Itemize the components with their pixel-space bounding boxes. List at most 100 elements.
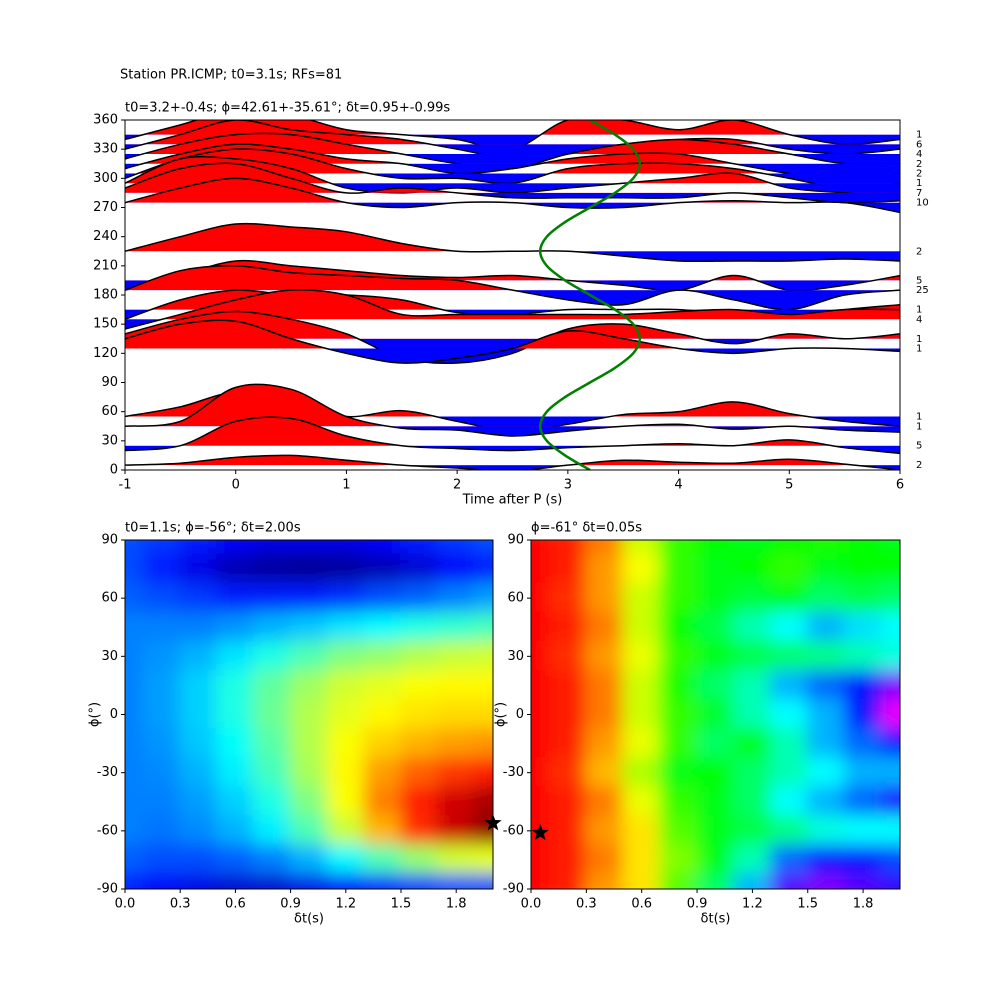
heatmap-cell xyxy=(289,844,329,876)
heatmap-cell xyxy=(125,728,145,760)
heatmap-cell xyxy=(252,844,292,876)
heatmap-cell xyxy=(363,786,402,818)
y-tick-label: 0 xyxy=(516,707,524,722)
heatmap-cell xyxy=(142,844,182,876)
heatmap-cell xyxy=(769,698,809,731)
heatmap-cell xyxy=(326,786,366,818)
heatmap-cell xyxy=(473,611,493,643)
heatmap-cell xyxy=(769,553,809,585)
heatmap-cell xyxy=(622,640,662,672)
negative-fill xyxy=(326,348,900,364)
y-tick-label: 60 xyxy=(507,591,524,606)
heatmap-cell xyxy=(400,669,439,701)
y-tick-label: 60 xyxy=(101,404,118,419)
heatmap-cell xyxy=(436,553,476,585)
heatmap-cell xyxy=(769,844,809,876)
heatmap-cell xyxy=(252,815,292,847)
heatmap-cell xyxy=(125,553,145,585)
heatmap-cell xyxy=(659,757,699,789)
heatmap-cell xyxy=(806,757,846,789)
positive-fill xyxy=(125,265,679,291)
x-tick-label: 3 xyxy=(564,478,572,493)
heatmap-cell xyxy=(585,698,625,731)
heatmap-cell xyxy=(622,757,662,789)
heatmap-cell xyxy=(252,611,292,643)
y-tick-label: -30 xyxy=(97,765,118,780)
heatmap-cell xyxy=(400,582,439,614)
x-tick-label: 1.8 xyxy=(853,897,874,912)
y-tick-label: 0 xyxy=(110,707,118,722)
heatmap-cell xyxy=(216,553,255,585)
heatmap-cell xyxy=(843,873,883,889)
trace-line xyxy=(125,148,900,189)
x-tick-label: 1.8 xyxy=(446,897,467,912)
heatmap-cell xyxy=(125,640,145,672)
heatmap-cell xyxy=(622,540,662,556)
heatmap-cell xyxy=(179,815,218,847)
axes-title: ϕ=-61° δt=0.05s xyxy=(531,521,642,536)
heatmap-cell xyxy=(436,698,476,731)
heatmap-cell xyxy=(622,698,662,731)
trace-count: 2 xyxy=(916,168,922,179)
heatmap-cell xyxy=(585,844,625,876)
heatmap-cell xyxy=(806,698,846,731)
heatmap-cell xyxy=(216,757,255,789)
heatmap-cell xyxy=(622,553,662,585)
heatmap-cell xyxy=(696,815,735,847)
heatmap-cell xyxy=(880,873,900,889)
heatmap-cell xyxy=(436,873,476,889)
heatmap xyxy=(531,540,900,889)
heatmap-cell xyxy=(880,669,900,701)
heatmap-cell xyxy=(326,815,366,847)
heatmap-cell xyxy=(125,757,145,789)
y-tick-label: 240 xyxy=(93,229,118,244)
heatmap-cell xyxy=(769,873,809,889)
heatmap-cell xyxy=(548,786,588,818)
heatmap-cell xyxy=(843,640,883,672)
heatmap-cell xyxy=(659,640,699,672)
positive-fill xyxy=(142,133,790,155)
heatmap-cell xyxy=(622,611,662,643)
heatmap-cell xyxy=(125,815,145,847)
heatmap-cell xyxy=(769,611,809,643)
heatmap-cell xyxy=(880,815,900,847)
heatmap-cells xyxy=(125,540,493,889)
heatmap-cell xyxy=(400,640,439,672)
negative-fill xyxy=(125,251,900,262)
heatmap-cell xyxy=(125,611,145,643)
axes-frame xyxy=(530,539,901,890)
y-tick-label: -60 xyxy=(503,823,524,838)
heatmap-cell xyxy=(585,728,625,760)
heatmap-cell xyxy=(531,640,551,672)
x-tick-label: 1.2 xyxy=(335,897,356,912)
heatmap-cell xyxy=(142,873,182,889)
y-axis-label: ϕ(°) xyxy=(88,702,103,727)
positive-fill xyxy=(125,320,900,349)
heatmap-cell xyxy=(585,582,625,614)
heatmap-cell xyxy=(769,757,809,789)
x-tick-label: 1 xyxy=(342,478,350,493)
heatmap-cell xyxy=(659,611,699,643)
heatmap-cell xyxy=(252,757,292,789)
y-tick-label: 210 xyxy=(93,258,118,273)
trace-line xyxy=(125,222,900,263)
heatmap-cell xyxy=(843,698,883,731)
y-tick-label: -90 xyxy=(97,882,118,897)
heatmap-cell xyxy=(806,611,846,643)
heatmap-cell xyxy=(252,698,292,731)
heatmap-cell xyxy=(806,540,846,556)
heatmap-cell xyxy=(400,553,439,585)
heatmap-cell xyxy=(659,540,699,556)
negative-fill xyxy=(125,426,900,436)
heatmap-cell xyxy=(363,728,402,760)
heatmap-cell xyxy=(732,582,772,614)
heatmap-cell xyxy=(843,582,883,614)
axes-title: t0=3.2+-0.4s; ϕ=42.61+-35.61°; δt=0.95+-… xyxy=(125,101,450,116)
heatmap-cell xyxy=(531,611,551,643)
heatmap-cell xyxy=(585,815,625,847)
heatmap-cell xyxy=(806,582,846,614)
heatmap-cell xyxy=(179,669,218,701)
heatmap-cell xyxy=(363,669,402,701)
heatmap-cell xyxy=(363,698,402,731)
negative-fill xyxy=(125,445,900,454)
